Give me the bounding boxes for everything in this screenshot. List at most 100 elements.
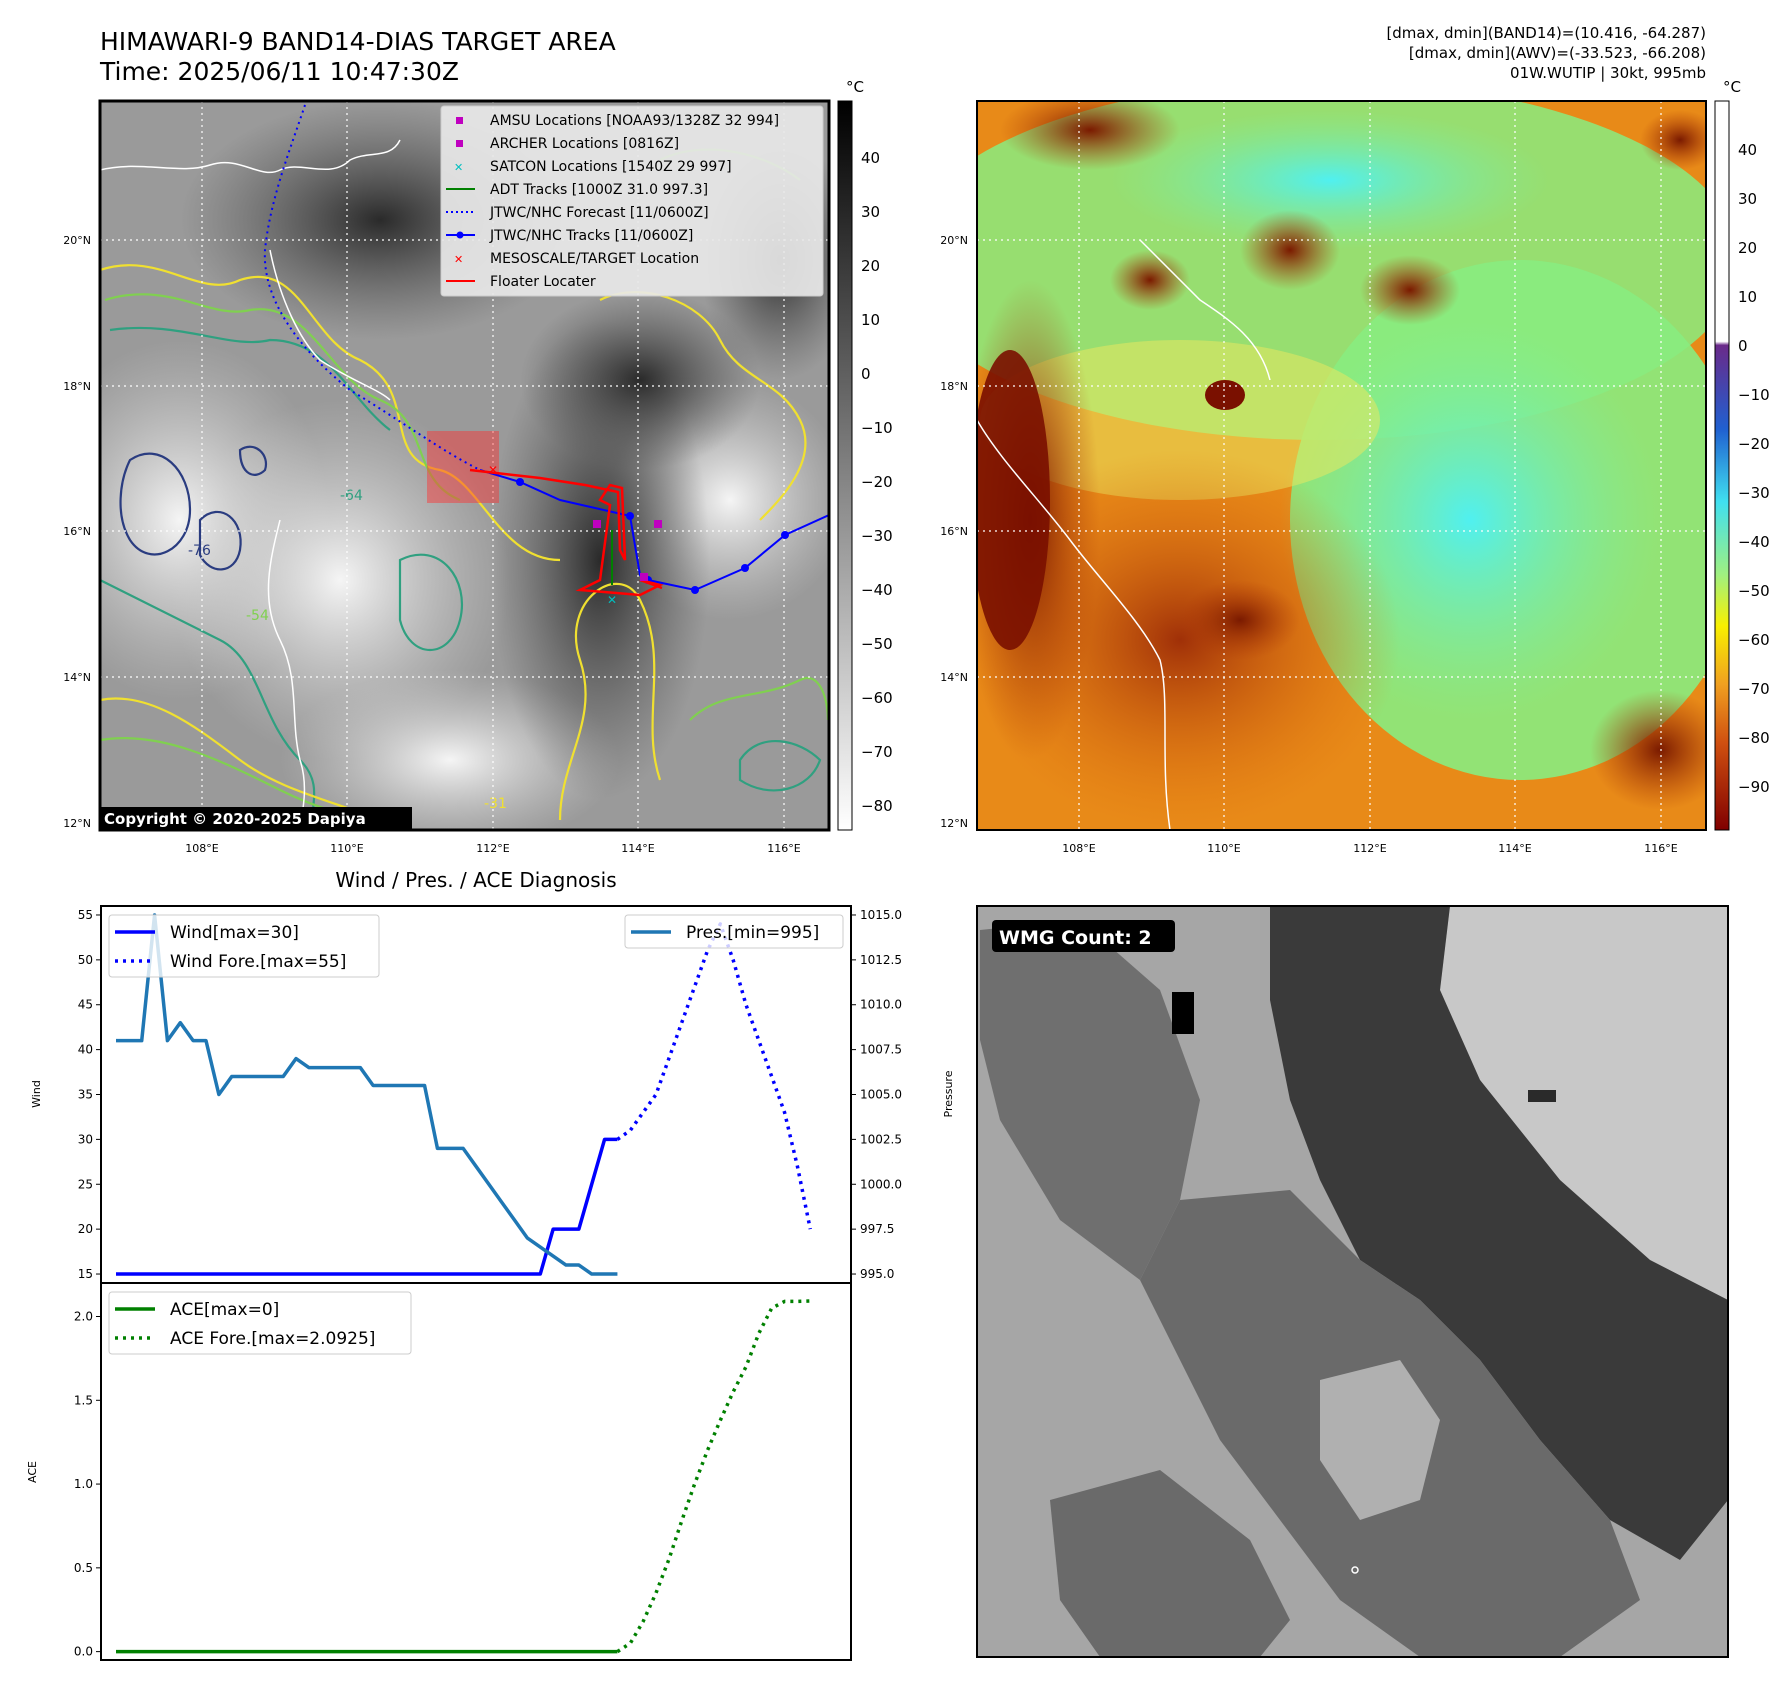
ir-tick: −60	[861, 689, 893, 707]
wind-tick-label: 20	[78, 1222, 93, 1236]
legend-target: MESOSCALE/TARGET Location	[490, 251, 699, 267]
series-line-0	[116, 1137, 618, 1276]
ace-tick-label: 1.0	[74, 1477, 93, 1491]
ir-tick: −10	[861, 419, 893, 437]
pressure-tick-label: 1000.0	[860, 1177, 902, 1191]
awv-tick: −10	[1738, 386, 1770, 404]
lon-label: 108°E	[185, 842, 218, 855]
ir-colorbar: °C 40 30 20 10 0 −10 −20 −30 −40 −50 −60…	[837, 78, 893, 831]
awv-tick: 40	[1738, 141, 1757, 159]
legend-target-swatch: ✕	[454, 253, 463, 266]
wmg-frame	[976, 905, 1729, 1658]
ace-series-layer	[116, 1299, 811, 1654]
ir-tick: 30	[861, 203, 880, 221]
lat-label: 16°N	[63, 525, 91, 538]
contour-teal-4	[398, 553, 463, 652]
awv-brown-northeast	[1640, 110, 1706, 170]
ir-lat-labels: 20°N 18°N 16°N 14°N 12°N	[63, 234, 91, 830]
legend-satcon-swatch: ✕	[454, 161, 463, 174]
pressure-tick-label: 1005.0	[860, 1088, 902, 1102]
cloud-center-left	[170, 400, 510, 760]
awv-cyan-north	[1110, 110, 1550, 250]
wmg-gray-patch	[1320, 1360, 1440, 1520]
awv-tick: 30	[1738, 190, 1757, 208]
jtwc-forecast-track	[263, 104, 481, 471]
lat-label: 12°N	[940, 817, 968, 830]
lat-label: 20°N	[940, 234, 968, 247]
ir-tick: −80	[861, 797, 893, 815]
lon-label: 112°E	[476, 842, 509, 855]
ir-colorbar-gradient	[837, 100, 853, 831]
legend-amsu-swatch	[456, 117, 463, 124]
ir-tick: 20	[861, 257, 880, 275]
awv-map-frame	[976, 100, 1707, 831]
contour-label-31: -31	[484, 796, 507, 812]
lon-label: 116°E	[1644, 842, 1677, 855]
legend-adt: ADT Tracks [1000Z 31.0 997.3]	[490, 182, 708, 198]
wind-tick-label: 15	[78, 1267, 93, 1281]
wind-tick-label: 50	[78, 953, 93, 967]
contour-label-54: -54	[246, 608, 269, 624]
series-line-2	[116, 913, 618, 1276]
ace-tick-label: 0.0	[74, 1645, 93, 1659]
wmg-center-marker	[1351, 1566, 1359, 1574]
series-line-1	[616, 922, 813, 1230]
awv-brown-west-2	[977, 350, 1050, 650]
figure-time: Time: 2025/06/11 10:47:30Z	[99, 57, 459, 86]
ir-tick: 10	[861, 311, 880, 329]
legend-floater: Floater Locater	[490, 274, 596, 290]
awv-brown-southeast	[1590, 690, 1706, 810]
pressure-tick-label: 995.0	[860, 1267, 894, 1281]
awv-tick: −30	[1738, 484, 1770, 502]
ace-tick-label: 1.5	[74, 1393, 93, 1407]
lat-label: 18°N	[63, 380, 91, 393]
ir-map-frame	[98, 99, 831, 832]
wmg-mid-region-2	[980, 920, 1200, 1280]
awv-tick: −70	[1738, 680, 1770, 698]
legend-satcon: SATCON Locations [1540Z 29 997]	[490, 159, 732, 175]
ace-tick-label: 2.0	[74, 1310, 93, 1324]
contour-yellow-2	[558, 582, 662, 821]
awv-tick: −60	[1738, 631, 1770, 649]
ir-tick: −20	[861, 473, 893, 491]
floater-locater-track	[469, 468, 664, 597]
info-band14: [dmax, dmin](BAND14)=(10.416, -64.287)	[1386, 24, 1706, 42]
ir-tick: 40	[861, 149, 880, 167]
ir-tick: −30	[861, 527, 893, 545]
awv-coastline	[977, 239, 1271, 830]
awv-tick: −90	[1738, 778, 1770, 796]
legend-archer-swatch	[456, 140, 463, 147]
wind-legend-label: Wind[max=30]	[170, 923, 299, 943]
awv-colorbar-ticks: 40 30 20 10 0 −10 −20 −30 −40 −50 −60 −7…	[1738, 141, 1770, 796]
lat-label: 16°N	[940, 525, 968, 538]
copyright-box	[100, 807, 412, 830]
legend-forecast: JTWC/NHC Forecast [11/0600Z]	[489, 205, 709, 221]
awv-tick: 0	[1738, 337, 1748, 355]
awv-tick: −40	[1738, 533, 1770, 551]
ir-lon-labels: 108°E 110°E 112°E 114°E 116°E	[185, 842, 800, 855]
lat-label: 20°N	[63, 234, 91, 247]
wind-tick-label: 40	[78, 1043, 93, 1057]
ir-coastline	[100, 139, 401, 830]
lat-label: 18°N	[940, 380, 968, 393]
wind-series-layer	[116, 913, 813, 1276]
legend-amsu: AMSU Locations [NOAA93/1328Z 32 994]	[490, 113, 779, 129]
awv-brown-northwest	[1000, 101, 1180, 170]
contour-teal-3	[100, 579, 321, 830]
pressure-tick-label: 997.5	[860, 1222, 894, 1236]
wind-tick-label: 35	[78, 1088, 93, 1102]
lon-label: 110°E	[1207, 842, 1240, 855]
wmg-black-cell	[1172, 992, 1194, 1034]
awv-colorbar: °C 40 30 20 10 0 −10 −20 −30 −40 −50 −60…	[1714, 78, 1770, 831]
lon-label: 110°E	[330, 842, 363, 855]
ace-ylabel: ACE	[26, 1461, 39, 1483]
wind-tick-label: 45	[78, 998, 93, 1012]
awv-tick: −80	[1738, 729, 1770, 747]
ace-fore-legend-label: ACE Fore.[max=2.0925]	[170, 1329, 375, 1349]
ir-tick: −50	[861, 635, 893, 653]
pres-legend-box	[624, 914, 844, 949]
lon-label: 114°E	[1498, 842, 1531, 855]
lat-label: 14°N	[940, 671, 968, 684]
ir-tick: −70	[861, 743, 893, 761]
awv-colorbar-unit: °C	[1723, 78, 1741, 96]
